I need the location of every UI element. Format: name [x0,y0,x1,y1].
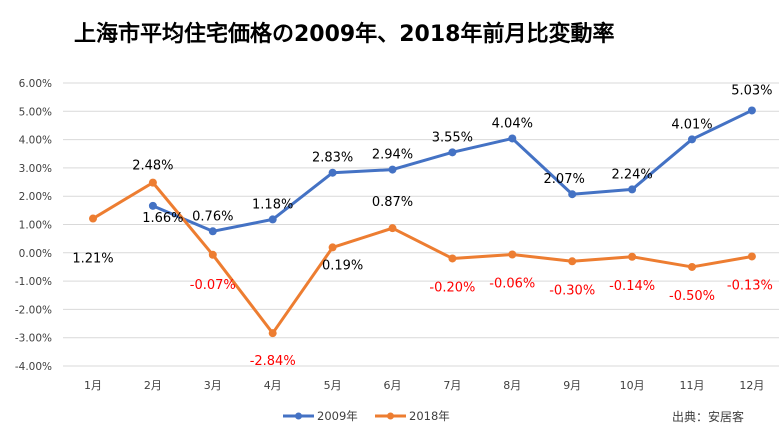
data-label: -0.30% [549,283,595,298]
data-point [508,134,517,143]
series-line-2018 [92,181,753,335]
legend-label-2018: 2018年 [409,409,450,423]
x-tick-label: 6月 [384,379,402,392]
y-tick-label: 0.00% [19,248,52,260]
y-tick-label: 2.00% [19,191,52,203]
legend-label-2009: 2009年 [317,409,358,423]
legend-item-2009[interactable]: 2009年 [283,409,358,423]
data-label: 1.66% [142,211,183,226]
data-point [268,215,277,224]
data-label: -0.20% [429,280,475,295]
data-label: 1.21% [72,252,113,267]
x-tick-label: 7月 [443,379,461,392]
data-label: -2.84% [250,354,296,369]
x-tick-label: 5月 [324,379,342,392]
x-tick-label: 10月 [620,379,645,392]
data-label: 0.19% [322,258,363,273]
data-point [508,250,517,259]
data-label: 2.07% [544,172,585,187]
data-point [208,250,217,259]
legend-marker-2009 [295,412,302,420]
data-label: 2.83% [312,151,353,166]
x-tick-label: 8月 [503,379,521,392]
data-point [568,257,577,266]
series-line-2009 [152,109,753,233]
legend-item-2018[interactable]: 2018年 [375,409,450,423]
data-point [148,201,157,210]
data-point [747,106,756,115]
data-label: -0.07% [190,278,236,293]
data-label: -0.50% [669,289,715,304]
y-tick-label: 4.00% [19,135,52,147]
data-point [628,185,637,194]
x-tick-label: 2月 [144,379,162,392]
data-label: -0.06% [489,276,535,291]
gridlines [63,82,779,367]
y-tick-label: 3.00% [19,163,52,175]
legend-marker-2018 [387,412,394,420]
x-tick-label: 4月 [264,379,282,392]
y-axis-ticks: 6.00% 5.00% 4.00% 3.00% 2.00% 1.00% 0.00% -1.00… [15,78,52,373]
data-label: 5.03% [731,83,772,98]
data-label: 0.76% [192,209,233,224]
data-label: 3.55% [432,130,473,145]
data-point [388,224,397,233]
data-point [688,135,696,144]
data-point [208,227,217,236]
data-label: 2.48% [132,159,173,174]
data-point [747,252,756,261]
source-note: 出典：安居客 [672,409,744,424]
data-point [328,168,337,177]
data-point [688,262,696,271]
chart-title: 上海市平均住宅価格の2009年、2018年前月比変動率 [74,21,614,47]
x-tick-label: 3月 [204,379,222,392]
data-label: -0.14% [609,279,655,294]
x-tick-label: 1月 [84,379,102,392]
x-axis-ticks: 1月 2月 3月 4月 5月 6月 7月 8月 9月 10月 11月 12月 [84,379,764,392]
data-point [388,165,397,174]
data-point [328,243,337,252]
legend: 2009年 2018年 [283,409,450,423]
x-tick-label: 9月 [563,379,581,392]
data-labels: 1.66% 0.76% 1.18% 2.83% 2.94% 3.55% 4.04% 2.07%… [72,83,773,369]
data-label: -0.13% [727,278,773,293]
data-label: 0.87% [372,195,413,210]
data-point [268,329,277,338]
data-label: 2.24% [611,167,652,182]
data-point [148,178,157,187]
series-lines [89,106,756,338]
data-point [628,252,637,261]
data-point [89,214,97,223]
data-label: 1.18% [252,197,293,212]
y-tick-label: -2.00% [15,304,52,316]
data-point [448,148,457,157]
data-point [448,254,457,263]
y-tick-label: 6.00% [19,78,52,90]
x-tick-label: 11月 [680,379,705,392]
y-tick-label: -3.00% [15,333,52,345]
data-label: 4.01% [671,117,712,132]
y-tick-label: -4.00% [15,361,52,373]
data-point [568,190,577,199]
y-tick-label: 1.00% [19,220,52,232]
x-tick-label: 12月 [739,379,764,392]
y-tick-label: -1.00% [15,276,52,288]
data-label: 2.94% [372,148,413,163]
data-label: 4.04% [492,116,533,131]
y-tick-label: 5.00% [19,106,52,118]
